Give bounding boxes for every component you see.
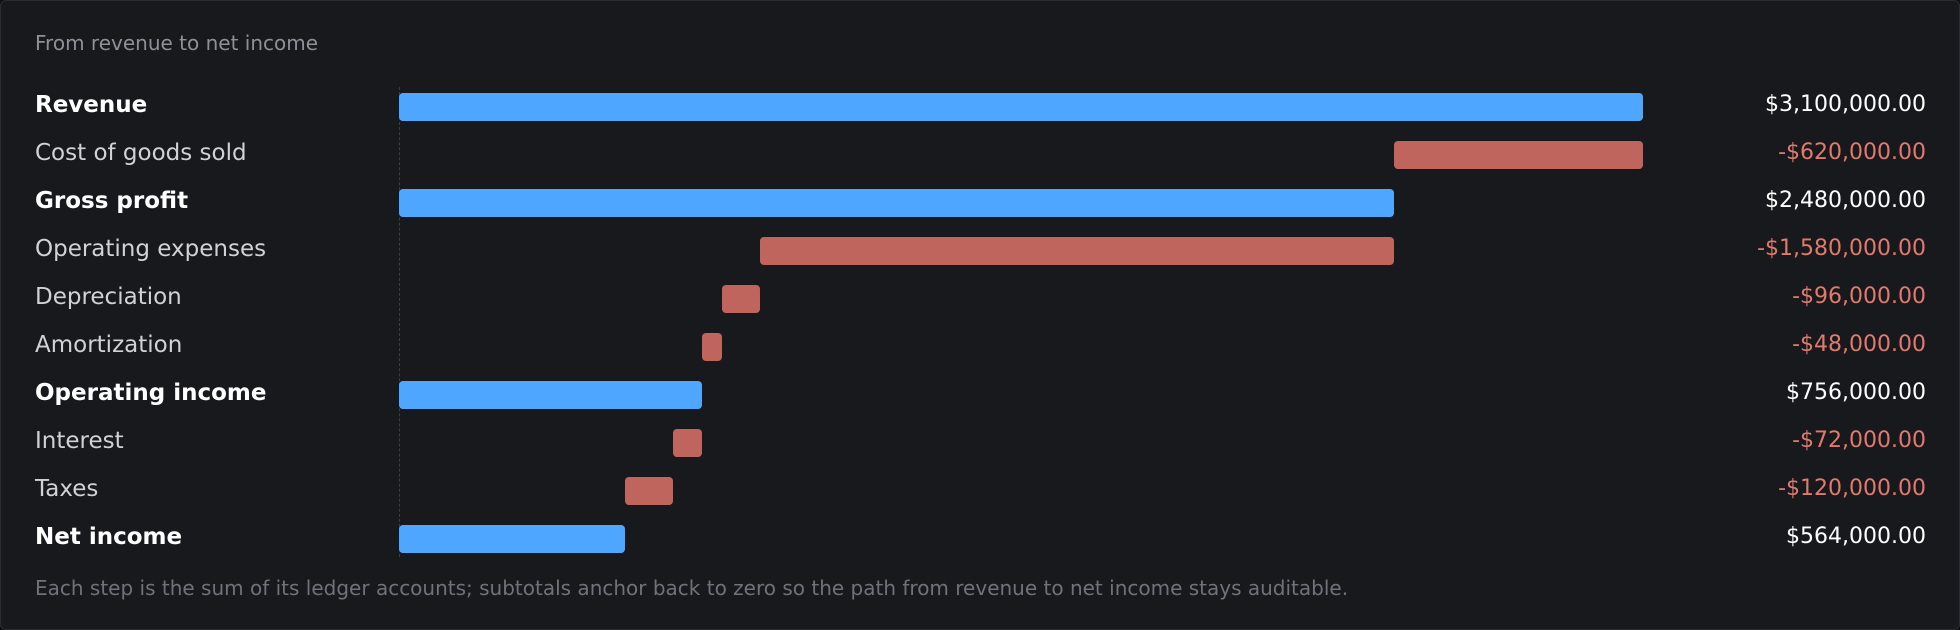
- decrease-bar: [760, 237, 1395, 265]
- waterfall-row: Depreciation -$96,000.00: [1, 273, 1959, 321]
- waterfall-row: Operating income $756,000.00: [1, 369, 1959, 417]
- value-label: -$48,000.00: [1792, 332, 1926, 357]
- subtotal-bar: [399, 525, 626, 553]
- category-label: Interest: [35, 428, 124, 454]
- zero-baseline: [399, 87, 400, 557]
- waterfall-row: Amortization -$48,000.00: [1, 321, 1959, 369]
- decrease-bar: [1394, 141, 1643, 169]
- chart-subtitle: From revenue to net income: [35, 31, 319, 55]
- decrease-bar: [721, 285, 761, 313]
- category-label: Amortization: [35, 332, 183, 358]
- waterfall-row: Revenue $3,100,000.00: [1, 81, 1959, 129]
- subtotal-bar: [399, 93, 1643, 121]
- value-label: $564,000.00: [1786, 524, 1926, 549]
- category-label: Depreciation: [35, 284, 182, 310]
- category-label: Net income: [35, 524, 183, 550]
- waterfall-row: Net income $564,000.00: [1, 513, 1959, 561]
- waterfall-row: Interest -$72,000.00: [1, 417, 1959, 465]
- waterfall-row: Gross profit $2,480,000.00: [1, 177, 1959, 225]
- waterfall-row: Operating expenses -$1,580,000.00: [1, 225, 1959, 273]
- value-label: $2,480,000.00: [1765, 188, 1926, 213]
- value-label: -$72,000.00: [1792, 428, 1926, 453]
- value-label: $3,100,000.00: [1765, 92, 1926, 117]
- category-label: Taxes: [35, 476, 99, 502]
- value-label: $756,000.00: [1786, 380, 1926, 405]
- waterfall-row: Taxes -$120,000.00: [1, 465, 1959, 513]
- waterfall-row: Cost of goods sold -$620,000.00: [1, 129, 1959, 177]
- value-label: -$620,000.00: [1778, 140, 1926, 165]
- value-label: -$120,000.00: [1778, 476, 1926, 501]
- decrease-bar: [625, 477, 674, 505]
- category-label: Operating expenses: [35, 236, 267, 262]
- category-label: Operating income: [35, 380, 267, 406]
- decrease-bar: [702, 333, 722, 361]
- subtotal-bar: [399, 189, 1395, 217]
- value-label: -$96,000.00: [1792, 284, 1926, 309]
- chart-footnote: Each step is the sum of its ledger accou…: [35, 576, 1349, 600]
- decrease-bar: [673, 429, 703, 457]
- category-label: Revenue: [35, 92, 148, 118]
- subtotal-bar: [399, 381, 703, 409]
- value-label: -$1,580,000.00: [1757, 236, 1926, 261]
- category-label: Gross profit: [35, 188, 189, 214]
- category-label: Cost of goods sold: [35, 140, 247, 166]
